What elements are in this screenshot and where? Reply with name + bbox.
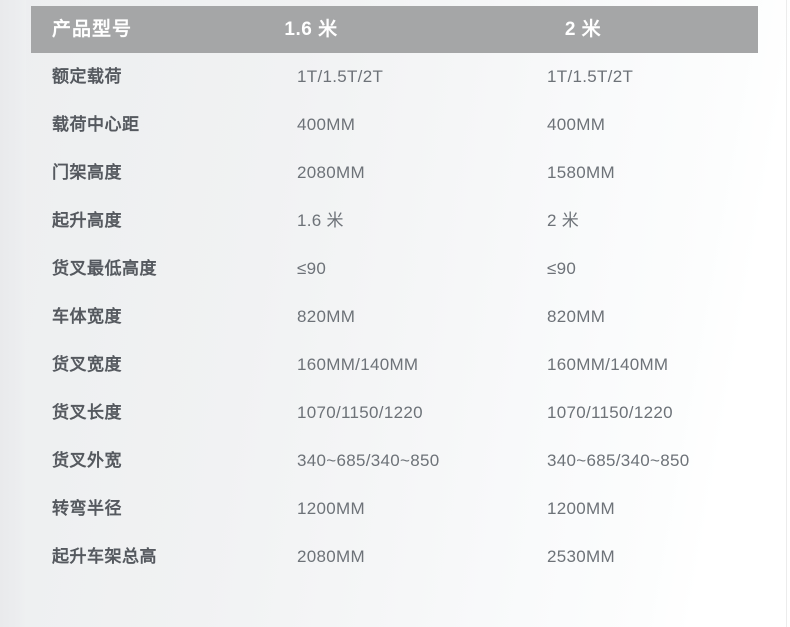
table-row: 起升高度 1.6 米 2 米 [0, 197, 790, 245]
row-label: 货叉长度 [52, 403, 122, 422]
row-label: 额定载荷 [52, 67, 122, 86]
table-row: 载荷中心距 400MM 400MM [0, 101, 790, 149]
row-label: 货叉宽度 [52, 355, 122, 374]
row-value-2m: 160MM/140MM [547, 355, 669, 374]
row-label: 货叉最低高度 [52, 259, 157, 278]
table-row: 起升车架总高 2080MM 2530MM [0, 533, 790, 581]
table-row: 货叉最低高度 ≤90 ≤90 [0, 245, 790, 293]
row-label: 货叉外宽 [52, 451, 122, 470]
row-value-1-6m: 400MM [297, 115, 356, 134]
row-value-2m: 1200MM [547, 499, 615, 518]
row-value-1-6m: 1.6 米 [297, 211, 344, 230]
row-value-2m: 1580MM [547, 163, 615, 182]
table-row: 额定载荷 1T/1.5T/2T 1T/1.5T/2T [0, 53, 790, 101]
row-value-1-6m: 820MM [297, 307, 356, 326]
row-value-2m: 1070/1150/1220 [547, 403, 673, 422]
row-value-2m: ≤90 [547, 259, 577, 278]
row-label: 载荷中心距 [52, 115, 140, 134]
table-row: 货叉长度 1070/1150/1220 1070/1150/1220 [0, 389, 790, 437]
row-value-1-6m: 1200MM [297, 499, 365, 518]
row-value-2m: 340~685/340~850 [547, 451, 690, 470]
table-body: 额定载荷 1T/1.5T/2T 1T/1.5T/2T 载荷中心距 400MM 400MM 门… [0, 53, 790, 627]
table-row: 货叉宽度 160MM/140MM 160MM/140MM [0, 341, 790, 389]
column-header-1-6m: 1.6 米 [284, 19, 338, 40]
row-label: 转弯半径 [52, 499, 122, 518]
row-label: 起升车架总高 [52, 547, 157, 566]
row-value-1-6m: 1070/1150/1220 [297, 403, 423, 422]
row-value-1-6m: 1T/1.5T/2T [297, 67, 384, 86]
row-value-1-6m: 2080MM [297, 547, 365, 566]
column-header-model: 产品型号 [52, 19, 133, 40]
row-value-2m: 2 米 [547, 211, 580, 230]
row-value-1-6m: 340~685/340~850 [297, 451, 440, 470]
row-value-2m: 820MM [547, 307, 606, 326]
row-value-1-6m: 2080MM [297, 163, 365, 182]
table-header-bar: 产品型号 1.6 米 2 米 [31, 6, 758, 53]
row-label: 起升高度 [52, 211, 122, 230]
table-row: 车体宽度 820MM 820MM [0, 293, 790, 341]
column-header-2m: 2 米 [564, 19, 602, 40]
table-row: 货叉外宽 340~685/340~850 340~685/340~850 [0, 437, 790, 485]
row-value-2m: 400MM [547, 115, 606, 134]
row-value-2m: 1T/1.5T/2T [547, 67, 634, 86]
row-label: 车体宽度 [52, 307, 122, 326]
table-row: 门架高度 2080MM 1580MM [0, 149, 790, 197]
row-label: 门架高度 [52, 163, 122, 182]
row-value-1-6m: 160MM/140MM [297, 355, 419, 374]
row-value-1-6m: ≤90 [297, 259, 327, 278]
row-value-2m: 2530MM [547, 547, 615, 566]
table-row: 转弯半径 1200MM 1200MM [0, 485, 790, 533]
